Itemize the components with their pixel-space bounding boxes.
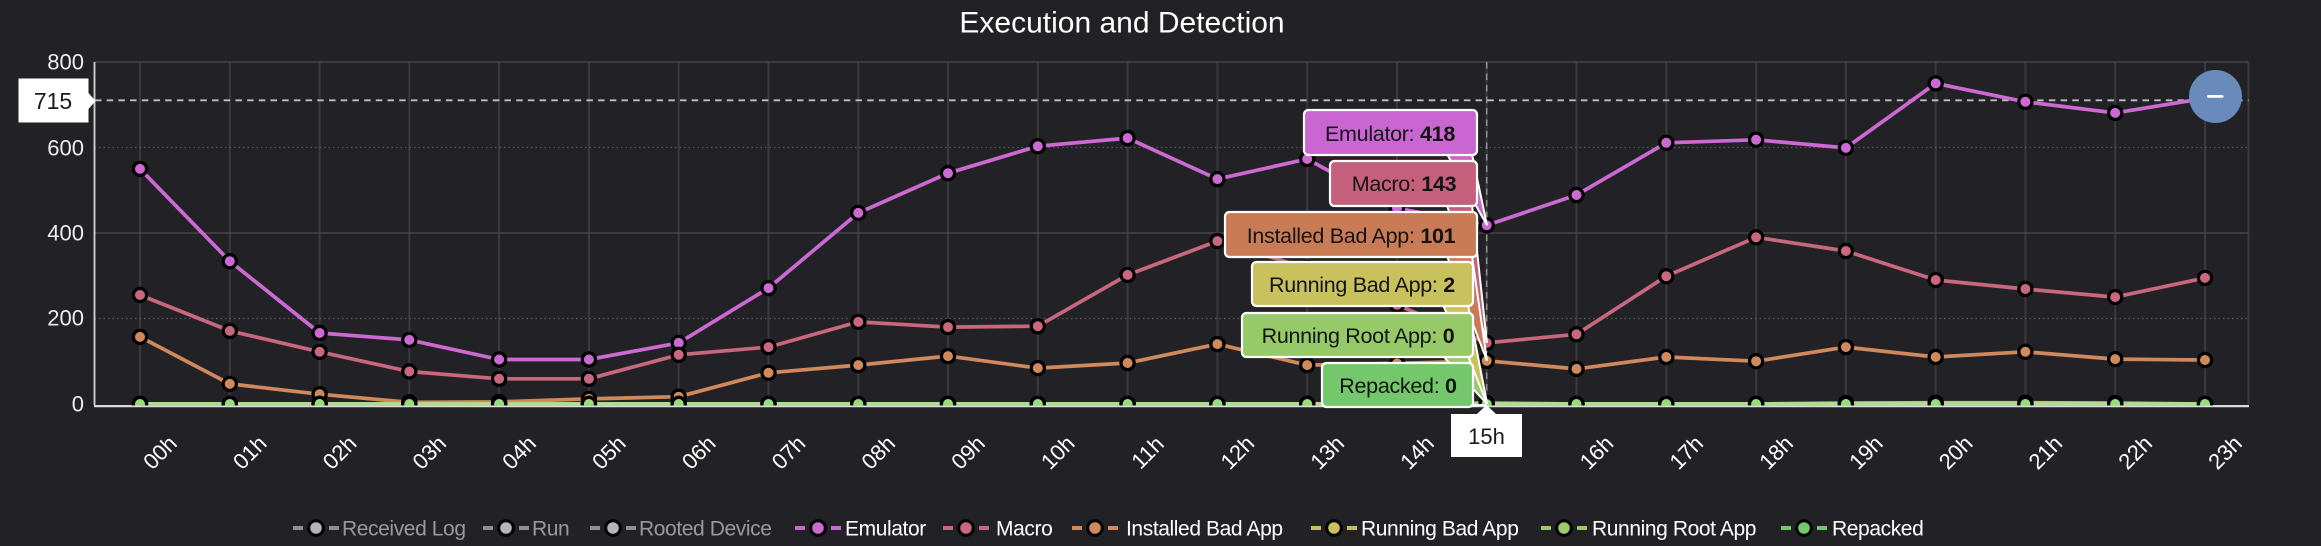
- svg-text:Emulator: 418: Emulator: 418: [1325, 122, 1455, 146]
- svg-text:400: 400: [47, 221, 84, 246]
- svg-text:Run: Run: [532, 518, 569, 541]
- svg-text:200: 200: [47, 306, 84, 331]
- svg-text:15h: 15h: [1468, 424, 1505, 449]
- svg-text:Installed Bad App: 101: Installed Bad App: 101: [1247, 224, 1456, 248]
- svg-text:Running Root App: 0: Running Root App: 0: [1262, 324, 1455, 348]
- svg-text:Macro: 143: Macro: 143: [1352, 172, 1457, 196]
- svg-text:Installed Bad App: Installed Bad App: [1126, 518, 1283, 541]
- svg-text:Execution and Detection: Execution and Detection: [959, 7, 1284, 40]
- svg-text:Repacked: 0: Repacked: 0: [1339, 374, 1457, 398]
- svg-text:715: 715: [34, 88, 72, 114]
- svg-text:Emulator: Emulator: [845, 518, 926, 541]
- svg-text:800: 800: [47, 50, 84, 75]
- svg-text:0: 0: [72, 392, 84, 417]
- svg-text:600: 600: [47, 136, 84, 161]
- svg-text:Running Root App: Running Root App: [1592, 518, 1756, 541]
- svg-text:Running Bad App: Running Bad App: [1361, 518, 1518, 541]
- svg-text:Macro: Macro: [996, 518, 1052, 541]
- svg-text:Rooted Device: Rooted Device: [639, 518, 772, 541]
- svg-text:Received Log: Received Log: [342, 518, 466, 541]
- svg-text:Running Bad App: 2: Running Bad App: 2: [1269, 273, 1455, 297]
- svg-text:Repacked: Repacked: [1832, 518, 1923, 541]
